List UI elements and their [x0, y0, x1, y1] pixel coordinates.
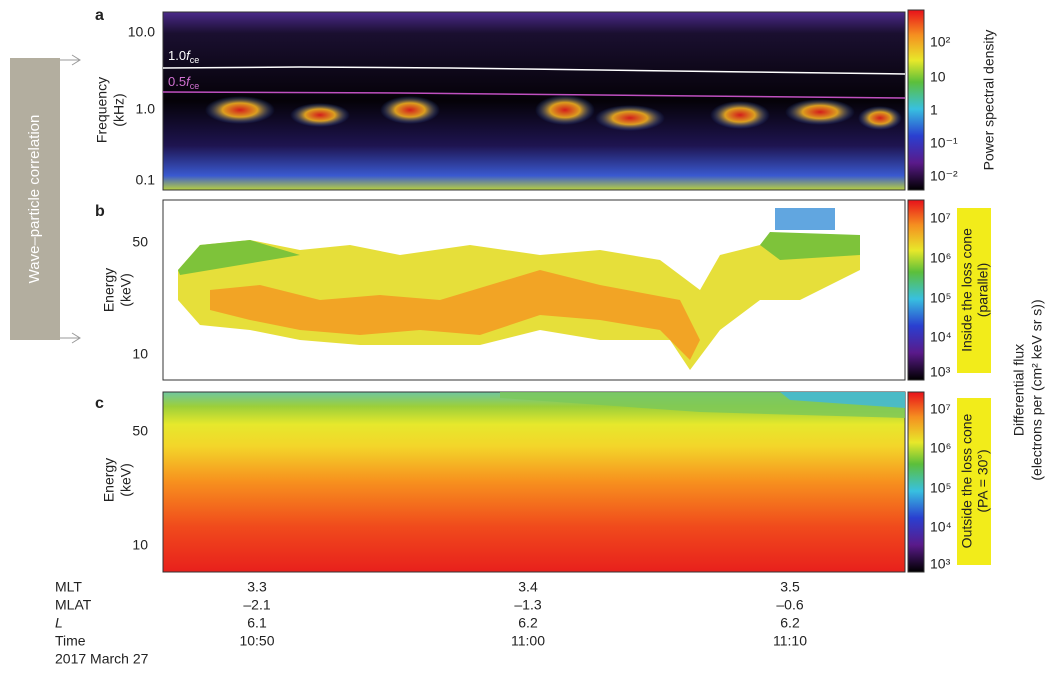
panel-label: c: [95, 395, 104, 412]
row-value: –0.6: [776, 597, 803, 613]
colorbar-tick: 1: [930, 102, 938, 118]
row-value: 6.2: [780, 615, 800, 631]
row-value: 3.4: [518, 579, 538, 595]
condition-label: Inside the loss cone: [959, 228, 975, 352]
flux-label: Differential flux: [1011, 344, 1027, 436]
colorbar-tick: 10⁻¹: [930, 135, 958, 151]
orbit-table: MLT 3.3 3.4 3.5 MLAT –2.1 –1.3 –0.6 L 6.1 6.2 6.2 Ti…: [55, 579, 807, 667]
y-tick-label: 0.1: [136, 172, 156, 188]
row-name: L: [55, 615, 63, 631]
y-tick-label: 10.0: [128, 24, 155, 40]
y-axis-label: Energy: [101, 458, 117, 502]
row-value: 3.3: [247, 579, 267, 595]
y-axis-label: (keV): [118, 463, 134, 496]
y-tick-label: 50: [132, 423, 148, 439]
row-value: 6.1: [247, 615, 267, 631]
colorbar: [907, 199, 925, 381]
flux-pattern: [178, 208, 860, 370]
row-name: MLAT: [55, 597, 92, 613]
side-label: Wave–particle correlation: [26, 115, 43, 284]
colorbar-tick: 10⁴: [930, 329, 952, 345]
condition-box: [957, 398, 991, 565]
y-tick-label: 10: [132, 346, 148, 362]
row-value: 10:50: [239, 633, 274, 649]
colorbar: [907, 9, 925, 191]
condition-label: (parallel): [975, 263, 991, 317]
y-tick-label: 50: [132, 234, 148, 250]
y-axis-label: (keV): [118, 273, 134, 306]
date: 2017 March 27: [55, 651, 149, 667]
row-value: 6.2: [518, 615, 538, 631]
row-name: Time: [55, 633, 86, 649]
colorbar-tick: 10³: [930, 364, 951, 380]
side-arrows: [60, 54, 81, 344]
row-name: MLT: [55, 579, 82, 595]
colorbar-tick: 10⁶: [930, 250, 951, 266]
row-value: –2.1: [243, 597, 270, 613]
colorbar: [907, 391, 925, 573]
colorbar-tick: 10³: [930, 556, 951, 572]
y-axis-label: Energy: [101, 268, 117, 312]
row-value: 11:00: [511, 633, 545, 649]
spectrogram-c: [162, 391, 906, 573]
colorbar-tick: 10²: [930, 34, 951, 50]
y-axis-label: (kHz): [111, 93, 127, 126]
panel-label: b: [95, 203, 105, 220]
y-tick-label: 1.0: [136, 101, 156, 117]
flux-label: (electrons per (cm² keV sr s)): [1029, 299, 1045, 480]
condition-label: (PA = 30°): [975, 449, 991, 512]
spectrogram-a: [162, 11, 906, 191]
y-tick-label: 10: [132, 537, 148, 553]
row-value: 11:10: [773, 633, 807, 649]
fce-annotation: 1.0fce: [168, 48, 199, 65]
colorbar-tick: 10: [930, 69, 946, 85]
condition-label: Outside the loss cone: [959, 413, 975, 548]
flux-pattern: [780, 392, 905, 408]
colorbar-label: Power spectral density: [981, 30, 997, 171]
panel-label: a: [95, 7, 104, 24]
colorbar-tick: 10⁵: [930, 480, 951, 496]
side-box: [10, 58, 60, 340]
colorbar-tick: 10⁶: [930, 440, 951, 456]
colorbar-tick: 10⁵: [930, 290, 951, 306]
colorbar-tick: 10⁷: [930, 210, 951, 226]
colorbar-tick: 10⁴: [930, 519, 952, 535]
colorbar-tick: 10⁷: [930, 401, 951, 417]
row-value: –1.3: [514, 597, 541, 613]
condition-box: [957, 208, 991, 373]
wave-activity: [205, 95, 902, 131]
half-fce-annotation: 0.5fce: [168, 74, 199, 91]
row-value: 3.5: [780, 579, 800, 595]
y-axis-label: Frequency: [94, 77, 110, 143]
half-fce-line: [162, 91, 906, 99]
fce-line: [162, 66, 906, 75]
colorbar-tick: 10⁻²: [930, 168, 958, 184]
